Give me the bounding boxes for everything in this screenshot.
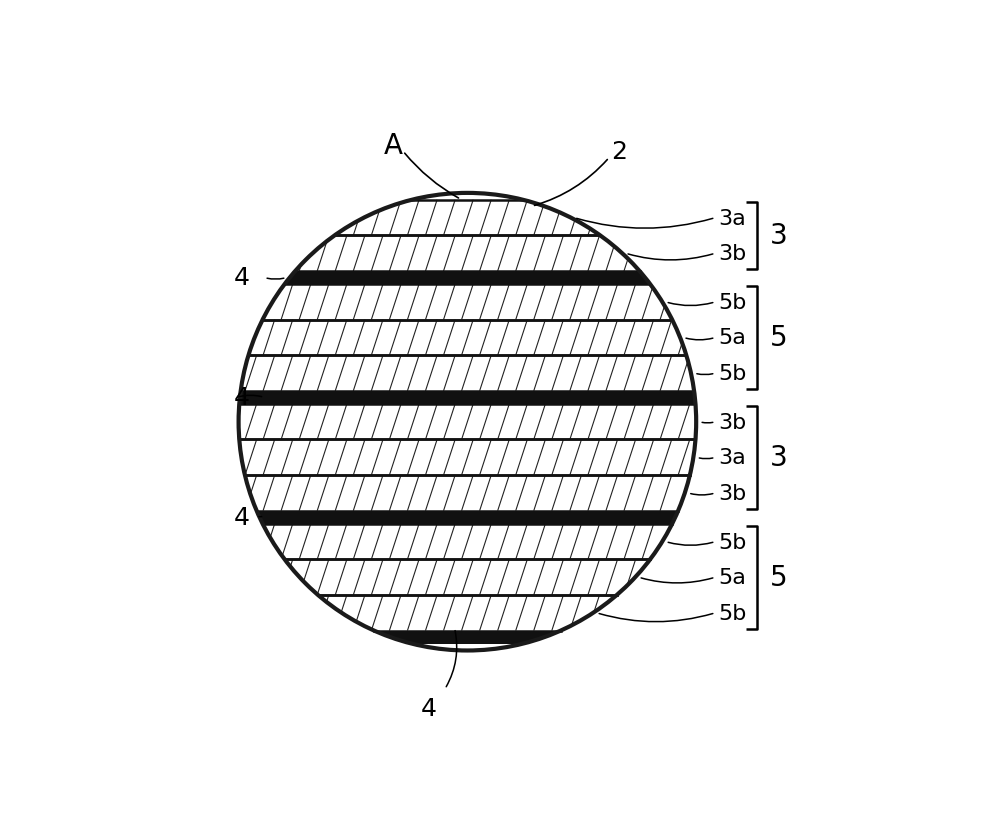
Text: 3b: 3b — [719, 244, 747, 264]
Text: 5b: 5b — [719, 364, 747, 384]
Text: 4: 4 — [234, 506, 250, 529]
Bar — [232, 595, 703, 631]
Bar — [232, 440, 703, 476]
Text: A: A — [384, 131, 403, 160]
Bar — [232, 631, 703, 644]
Text: 3b: 3b — [719, 483, 747, 503]
Text: 3: 3 — [770, 444, 788, 472]
Bar — [232, 559, 703, 595]
Text: 3a: 3a — [719, 208, 746, 228]
Text: 5b: 5b — [719, 603, 747, 623]
Text: 4: 4 — [234, 386, 250, 410]
Text: 3a: 3a — [719, 448, 746, 467]
Circle shape — [239, 194, 696, 650]
Bar — [232, 391, 703, 405]
Text: 3: 3 — [770, 222, 788, 250]
Text: 5b: 5b — [719, 532, 747, 552]
Bar — [232, 356, 703, 391]
Text: 3b: 3b — [719, 412, 747, 432]
Bar — [232, 476, 703, 511]
Text: 4: 4 — [234, 266, 250, 290]
Bar — [232, 201, 703, 236]
Bar — [232, 320, 703, 356]
Bar — [232, 285, 703, 320]
Text: 5b: 5b — [719, 293, 747, 313]
Text: 2: 2 — [611, 140, 627, 164]
Text: 5a: 5a — [719, 328, 747, 348]
Bar — [232, 524, 703, 559]
Bar — [232, 405, 703, 440]
Bar — [232, 236, 703, 272]
Text: 5a: 5a — [719, 568, 747, 588]
Bar — [232, 272, 703, 285]
Text: 5: 5 — [770, 324, 788, 352]
Text: 5: 5 — [770, 563, 788, 591]
Bar — [232, 511, 703, 524]
Text: 4: 4 — [421, 696, 437, 721]
